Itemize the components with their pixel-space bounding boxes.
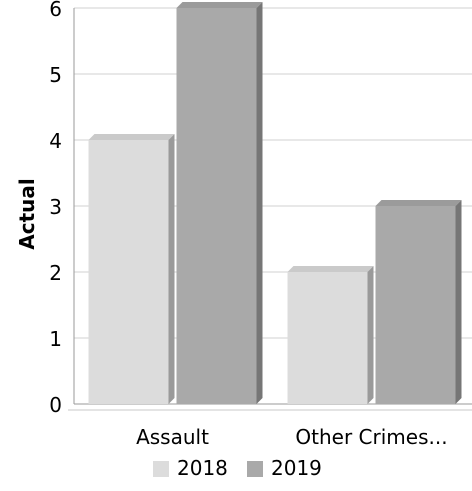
y-tick-label: 4: [49, 129, 62, 153]
tick-labels: 0 1 2 3 4 5 6 Assault Other Crimes...: [49, 0, 447, 449]
bar-top-face: [88, 134, 175, 140]
bar-2019-other-crimes-: [375, 206, 456, 404]
y-axis-label: Actual: [15, 178, 39, 249]
bar-top-face: [375, 200, 462, 206]
y-tick-label: 2: [49, 261, 62, 285]
bar-2018-assault: [88, 140, 169, 404]
y-tick-label: 6: [49, 0, 62, 21]
bar-side-face: [256, 2, 263, 404]
bar-top-face: [176, 2, 263, 8]
bar-side-face: [367, 266, 374, 404]
x-tick-label: Other Crimes...: [295, 425, 447, 449]
bars: [88, 2, 462, 404]
bar-2018-other-crimes-: [287, 272, 368, 404]
bar-top-face: [287, 266, 374, 272]
x-tick-label: Assault: [136, 425, 209, 449]
y-tick-label: 1: [49, 327, 62, 351]
legend-swatch-2018: [153, 461, 169, 477]
legend: 2018 2019: [153, 456, 322, 480]
bar-side-face: [168, 134, 175, 404]
y-tick-label: 0: [49, 393, 62, 417]
y-tick-label: 3: [49, 195, 62, 219]
legend-label-2019: 2019: [271, 456, 322, 480]
y-tick-label: 5: [49, 63, 62, 87]
legend-label-2018: 2018: [177, 456, 228, 480]
bar-side-face: [455, 200, 462, 404]
legend-swatch-2019: [247, 461, 263, 477]
bar-2019-assault: [176, 8, 257, 404]
